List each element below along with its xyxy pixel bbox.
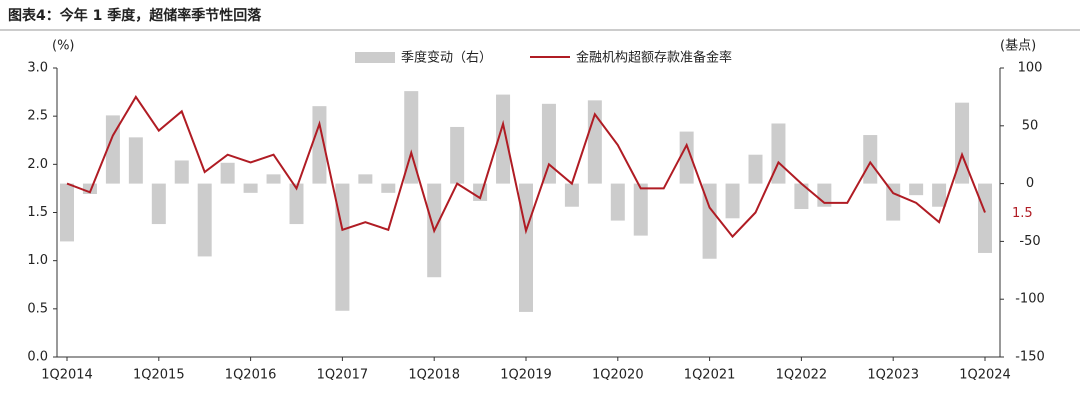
bar — [863, 135, 878, 184]
bar — [978, 183, 992, 253]
x-tick-label: 1Q2015 — [133, 368, 185, 383]
y-tick-label: 1.0 — [27, 253, 48, 268]
bar — [128, 137, 143, 184]
end-label: 1.5 — [1012, 206, 1033, 221]
x-tick-label: 1Q2020 — [592, 368, 644, 383]
bar — [450, 126, 465, 184]
bar — [932, 183, 947, 207]
x-tick-label: 1Q2023 — [867, 368, 919, 383]
bar — [496, 94, 511, 184]
bar — [794, 183, 809, 210]
bar — [564, 183, 579, 207]
y2-axis-label: (基点) — [1000, 39, 1036, 54]
y-tick-label: 1.5 — [27, 205, 48, 220]
bar — [82, 183, 97, 195]
bar — [519, 183, 533, 312]
line — [66, 95, 986, 239]
y2-tick-label: -150 — [1015, 350, 1045, 365]
y2-tick-label: 0 — [1026, 176, 1034, 191]
bar — [174, 160, 189, 184]
x-tick-label: 1Q2018 — [408, 368, 460, 383]
x-tick-label: 1Q2019 — [500, 368, 552, 383]
bar — [886, 183, 901, 221]
legend-label: 金融机构超额存款准备金率 — [576, 50, 732, 66]
y-tick-label: 0.5 — [27, 301, 48, 316]
bar — [679, 131, 694, 184]
y-axis-label: (%) — [52, 39, 75, 54]
legend-label: 季度变动（右） — [401, 50, 492, 66]
y2-tick-label: -50 — [1019, 234, 1040, 249]
x-tick-label: 1Q2017 — [317, 368, 369, 383]
x-tick-label: 1Q2021 — [684, 368, 736, 383]
bar — [289, 183, 304, 225]
bar — [633, 183, 648, 236]
bar — [725, 183, 740, 219]
bar — [358, 174, 373, 184]
y-tick-label: 2.0 — [27, 157, 48, 172]
bar — [610, 183, 625, 221]
bar — [266, 174, 281, 184]
x-tick-label: 1Q2014 — [41, 368, 93, 383]
bar — [151, 183, 166, 225]
chart-title: 图表4：今年 1 季度，超储率季节性回落 — [8, 7, 262, 24]
bar — [541, 103, 556, 184]
bar — [220, 162, 235, 184]
x-tick-label: 1Q2016 — [225, 368, 277, 383]
bar — [243, 183, 258, 193]
bar — [312, 106, 327, 184]
y2-tick-label: 100 — [1018, 61, 1043, 76]
y2-tick-label: -100 — [1015, 292, 1045, 307]
bar — [381, 183, 396, 193]
bar — [702, 183, 717, 259]
y2-tick-label: 50 — [1022, 118, 1039, 133]
bar — [197, 183, 212, 257]
y-tick-label: 0.0 — [27, 350, 48, 365]
bar — [60, 183, 74, 242]
x-tick-label: 1Q2024 — [959, 368, 1011, 383]
bar — [105, 115, 120, 184]
bar — [748, 154, 763, 184]
bar — [404, 91, 419, 184]
x-tick-label: 1Q2022 — [776, 368, 828, 383]
bar — [587, 100, 602, 184]
y-tick-label: 3.0 — [27, 61, 48, 76]
legend-swatch — [355, 52, 395, 63]
bar — [909, 183, 924, 196]
y-tick-label: 2.5 — [27, 109, 48, 124]
